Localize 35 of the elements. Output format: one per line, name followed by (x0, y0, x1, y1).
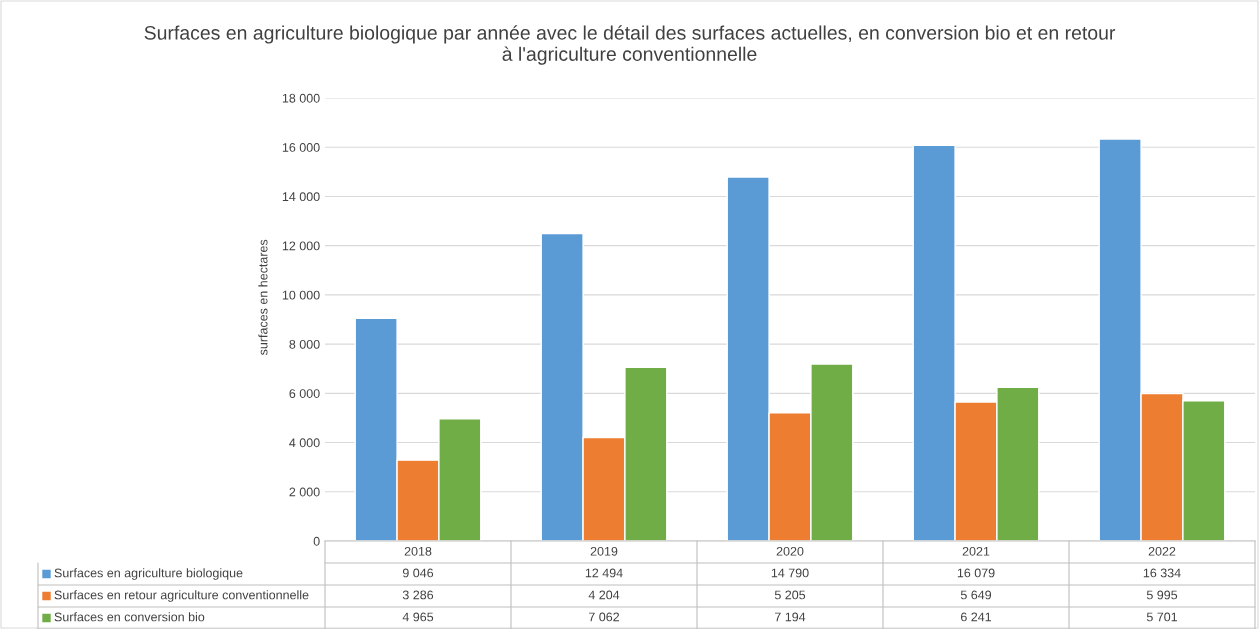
y-tick-label: 16 000 (282, 143, 320, 152)
data-label: 5 701 (1146, 612, 1178, 622)
legend-label: Surfaces en retour agriculture conventionnelle (54, 590, 309, 602)
data-label: 14 790 (771, 568, 809, 578)
x-tick-label: 2021 (962, 546, 990, 556)
y-tick-label: 4 000 (289, 438, 320, 448)
data-label: 5 205 (774, 590, 806, 600)
chart-title: Surfaces en agriculture biologique par année avec le détail des surfaces actuelles, en conversion bio et en retour à l'agriculture conventionnelle (144, 25, 1116, 65)
data-label: 7 194 (775, 612, 806, 622)
y-tick-label: 10 000 (282, 290, 320, 300)
y-tick-label: 2 000 (289, 487, 320, 497)
data-label: 4 204 (588, 590, 620, 600)
legend-label: Surfaces en conversion bio (54, 612, 205, 622)
data-label: 4 965 (402, 612, 434, 622)
data-label: 12 494 (585, 568, 623, 578)
data-label: 5 649 (960, 590, 992, 600)
data-label: 3 286 (402, 590, 434, 600)
data-label: 9 046 (402, 568, 434, 578)
x-tick-label: 2019 (590, 546, 618, 556)
legend-label: Surfaces en agriculture biologique (54, 568, 243, 580)
y-tick-label: 14 000 (282, 192, 320, 202)
y-tick-label: 6 000 (289, 389, 320, 398)
data-label: 16 334 (1143, 568, 1181, 578)
x-tick-label: 2020 (776, 546, 804, 556)
data-label: 16 079 (957, 568, 995, 578)
x-tick-label: 2018 (404, 546, 432, 556)
y-tick-label: 12 000 (282, 241, 320, 251)
x-tick-label: 2022 (1148, 546, 1176, 556)
y-axis-title: surfaces en hectares (258, 239, 268, 356)
y-tick-label: 0 (313, 536, 320, 546)
y-tick-label: 18 000 (282, 93, 320, 103)
data-label: 5 995 (1146, 590, 1178, 600)
data-label: 6 241 (961, 612, 992, 622)
data-label: 7 062 (589, 612, 620, 622)
y-tick-label: 8 000 (289, 339, 320, 349)
